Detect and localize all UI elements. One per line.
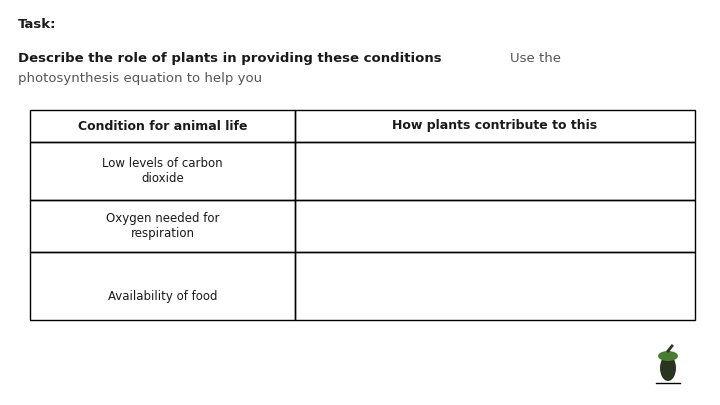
Text: Use the: Use the [510, 52, 561, 65]
Bar [30, 142, 295, 200]
Text: Availability of food: Availability of food [108, 290, 217, 303]
Text: Condition for animal life: Condition for animal life [78, 119, 247, 132]
Text: How plants contribute to this: How plants contribute to this [392, 119, 598, 132]
Ellipse shape [660, 355, 676, 381]
Text: Low levels of carbon
dioxide: Low levels of carbon dioxide [102, 157, 222, 185]
Text: Oxygen needed for
respiration: Oxygen needed for respiration [106, 212, 220, 240]
Bar [295, 252, 695, 320]
Text: photosynthesis equation to help you: photosynthesis equation to help you [18, 72, 262, 85]
Bar [30, 252, 295, 320]
Bar [30, 110, 295, 142]
Ellipse shape [658, 351, 678, 361]
Text: Describe the role of plants in providing these conditions: Describe the role of plants in providing… [18, 52, 441, 65]
Bar [295, 200, 695, 252]
Bar [30, 200, 295, 252]
Text: Task:: Task: [18, 18, 56, 31]
Bar [295, 142, 695, 200]
Bar [295, 110, 695, 142]
